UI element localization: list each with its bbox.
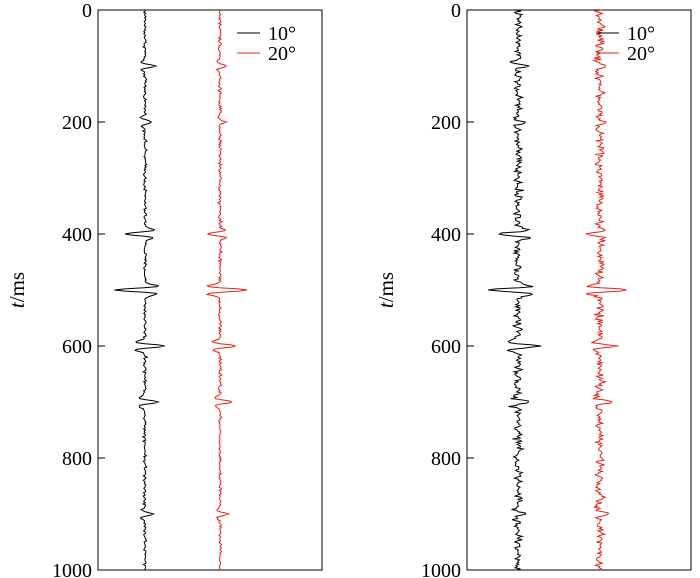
y-tick-label: 200 <box>431 112 461 134</box>
y-tick-label: 0 <box>451 0 461 22</box>
y-tick-label: 200 <box>62 112 92 134</box>
y-axis-label: t/ms <box>5 272 29 308</box>
legend-label-10deg: 10° <box>268 23 296 45</box>
y-tick-label: 1000 <box>421 560 461 578</box>
y-tick-label: 800 <box>431 448 461 470</box>
traces <box>488 9 627 571</box>
traces <box>114 9 248 571</box>
y-axis-ticks <box>98 9 105 571</box>
legend: 10° 20° <box>237 23 296 65</box>
y-tick-label: 600 <box>431 336 461 358</box>
trace-line-10deg <box>114 9 165 571</box>
y-tick-label: 400 <box>431 224 461 246</box>
left-panel: 0 200 400 600 800 1000 t/ms 10° 20° <box>5 0 323 578</box>
plot-frame <box>97 9 323 571</box>
trace-line-10deg <box>488 9 542 571</box>
plot-frame <box>466 9 692 571</box>
y-tick-label: 0 <box>82 0 92 22</box>
y-axis-label: t/ms <box>374 272 398 308</box>
y-axis-tick-labels: 0 200 400 600 800 1000 <box>421 0 461 578</box>
y-axis-tick-labels: 0 200 400 600 800 1000 <box>52 0 92 578</box>
y-axis-ticks <box>467 9 474 571</box>
legend-label-10deg: 10° <box>627 23 655 45</box>
y-tick-label: 800 <box>62 448 92 470</box>
legend-label-20deg: 20° <box>627 43 655 65</box>
y-tick-label: 400 <box>62 224 92 246</box>
legend-label-20deg: 20° <box>268 43 296 65</box>
y-tick-label: 1000 <box>52 560 92 578</box>
legend: 10° 20° <box>596 23 655 65</box>
trace-line-20deg <box>205 9 248 571</box>
right-panel: 0 200 400 600 800 1000 t/ms 10° 20° <box>374 0 692 578</box>
trace-line-20deg <box>585 9 627 571</box>
y-tick-label: 600 <box>62 336 92 358</box>
